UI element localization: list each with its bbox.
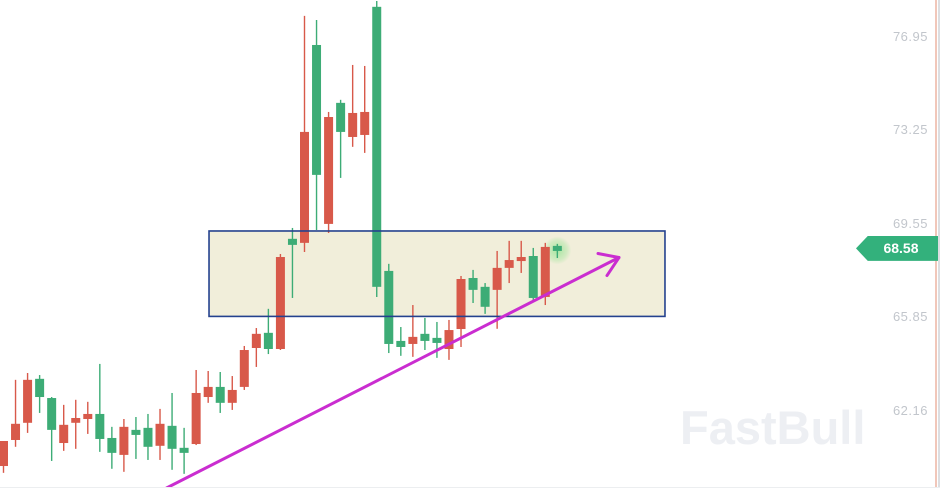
- fastbull-watermark: FastBull: [680, 401, 866, 454]
- current-price-badge: 68.58: [856, 235, 940, 261]
- right-border: [938, 0, 940, 488]
- price-tick-label: 69.55: [892, 215, 928, 231]
- price-tick-label: 65.85: [892, 309, 928, 325]
- current-price-value: 68.58: [883, 240, 919, 257]
- price-tick-label: 62.16: [892, 402, 928, 418]
- price-tick-label: 76.95: [892, 28, 928, 44]
- price-axis[interactable]: 76.95 73.25 69.55 65.85 62.16: [860, 0, 936, 488]
- price-tick-label: 73.25: [892, 122, 928, 138]
